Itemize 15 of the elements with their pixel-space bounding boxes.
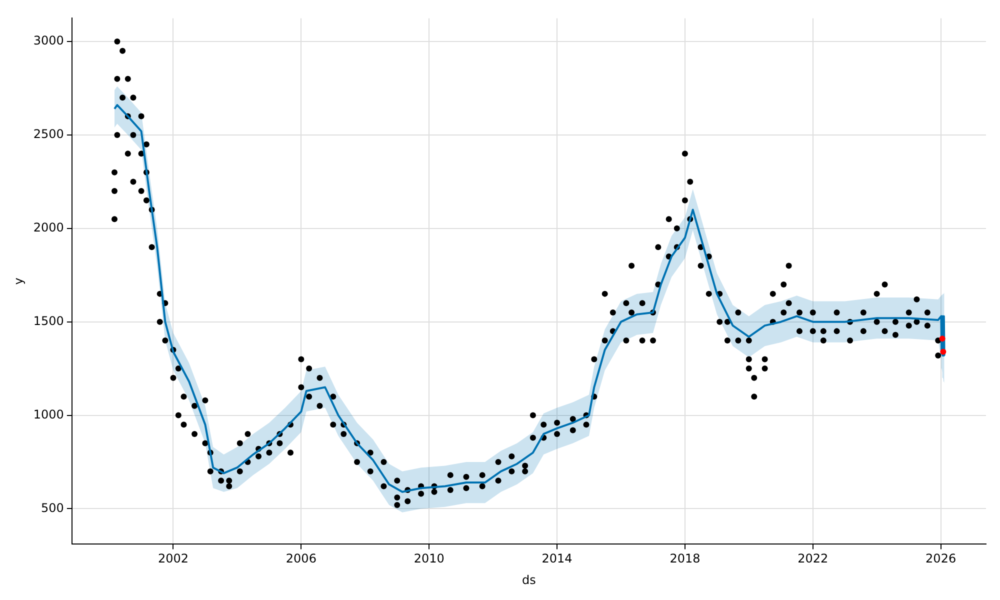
y-tick-label: 2000 <box>33 220 64 235</box>
x-tick-label: 2018 <box>670 552 700 566</box>
y-tick-label: 3000 <box>33 34 64 48</box>
y-tick-label: 2500 <box>33 127 64 142</box>
y-tick-label: 500 <box>41 500 64 515</box>
x-tick-label: 2022 <box>798 552 828 566</box>
x-tick-label: 2026 <box>926 552 956 566</box>
x-axis-title: ds <box>522 572 536 587</box>
y-tick-label: 1000 <box>33 407 64 422</box>
x-tick-label: 2002 <box>158 552 189 566</box>
y-axis-title: y <box>11 278 26 285</box>
x-tick-label: 2010 <box>414 552 444 566</box>
y-tick-label: 1500 <box>33 314 64 328</box>
x-tick-label: 2006 <box>286 552 316 566</box>
x-tick-label: 2014 <box>542 552 572 566</box>
